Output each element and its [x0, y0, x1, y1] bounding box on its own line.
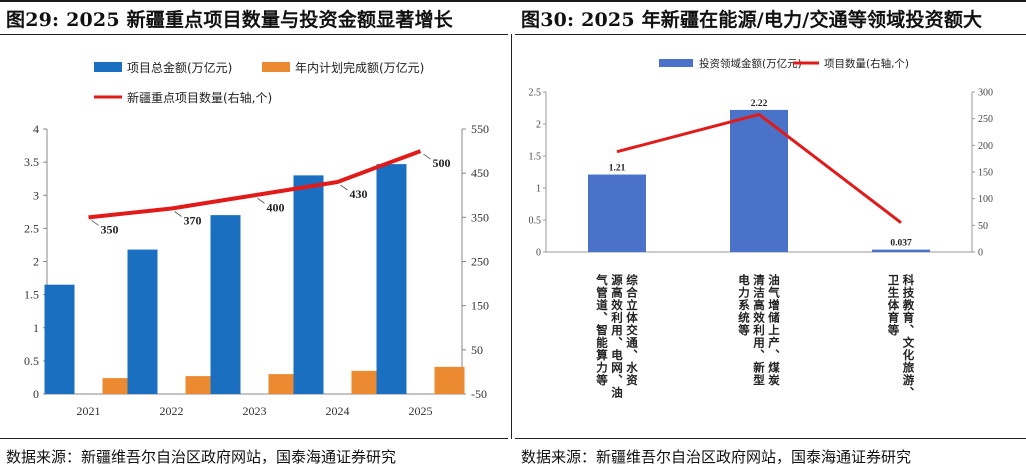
data-label-leader — [340, 184, 348, 191]
x-category-label: 卫生体育等 — [887, 274, 901, 337]
bar-annual-plan — [102, 378, 133, 394]
bar-annual-plan — [434, 366, 465, 394]
x-tick-label: 2023 — [243, 404, 267, 418]
x-tick-label: 2022 — [160, 404, 184, 418]
y2-tick-label: 550 — [471, 122, 489, 136]
y-tick-label: 1 — [536, 184, 541, 195]
line-project-count — [616, 112, 902, 224]
x-tick-label: 2025 — [409, 404, 433, 418]
left-title-rule — [0, 34, 508, 35]
left-figure-title: 图29: 2025 新疆重点项目数量与投资金额显著增长 — [6, 9, 453, 31]
bar-total-investment — [293, 175, 324, 394]
panel-separator — [511, 34, 512, 439]
bar-annual-plan — [351, 370, 382, 394]
y-tick-label: 2 — [536, 120, 541, 131]
x-category-label: 电力系统等 — [737, 273, 751, 336]
legend-label-count: 项目数量(右轴,个) — [824, 57, 909, 70]
bar-annual-plan — [185, 376, 216, 394]
legend-swatch-total — [94, 62, 122, 72]
y-tick-label: 1 — [33, 321, 39, 335]
bar-investment-amount — [588, 174, 646, 252]
y-tick-label: 3 — [33, 188, 39, 202]
x-category-label: 油气增储上产、煤炭 — [767, 273, 781, 386]
data-label-project-count: 350 — [101, 222, 119, 236]
bar-annual-plan — [268, 374, 299, 394]
right-source-note: 数据来源：新疆维吾尔自治区政府网站，国泰海通证券研究 — [521, 448, 912, 466]
legend-label-count: 新疆重点项目数量(右轴,个) — [127, 90, 272, 105]
y-tick-label: 1.5 — [24, 288, 39, 302]
y-tick-label: 2.5 — [24, 221, 39, 235]
bar-investment-amount — [872, 249, 930, 252]
x-category-label: 综合立体交通、水资 — [625, 273, 639, 386]
y-tick-label: 4 — [33, 122, 39, 136]
legend-swatch-amount — [659, 59, 693, 67]
x-category-label: 科技教育、文化旅游、 — [902, 273, 916, 399]
y2-tick-label: 150 — [471, 299, 489, 313]
data-label-project-count: 370 — [184, 214, 202, 228]
y2-tick-label: 100 — [978, 194, 993, 205]
data-label-amount: 2.22 — [751, 99, 768, 109]
right-figure-title: 图30: 2025 年新疆在能源/电力/交通等领域投资额大 — [521, 9, 983, 31]
data-label-project-count: 430 — [350, 187, 368, 201]
y-tick-label: 0.5 — [24, 354, 39, 368]
y2-tick-label: 250 — [471, 255, 489, 269]
x-category-label: 源高效利用、电网、油 — [610, 273, 624, 399]
x-tick-label: 2021 — [77, 404, 101, 418]
bar-total-investment — [210, 215, 241, 394]
left-source-rule — [0, 438, 508, 439]
left-source-note: 数据来源：新疆维吾尔自治区政府网站，国泰海通证券研究 — [6, 448, 397, 466]
data-label-project-count: 500 — [433, 156, 451, 170]
right-chart: 投资领域金额(万亿元) 项目数量(右轴,个) 0 0.5 1 1.5 2 2.5 0 50 100 1… — [529, 57, 994, 399]
y-tick-label: 2 — [33, 255, 39, 269]
x-category-label: 气管道、智能算力等 — [595, 273, 609, 386]
right-source-rule — [515, 438, 1026, 439]
x-category-label: 清洁高效利用、新型 — [752, 273, 766, 386]
y2-tick-label: 150 — [978, 168, 993, 179]
data-label-project-count: 400 — [267, 200, 285, 214]
y-tick-label: 0.5 — [529, 216, 542, 227]
y2-tick-label: -50 — [471, 387, 487, 401]
left-chart: 项目总金额(万亿元) 年内计划完成额(万亿元) 新疆重点项目数量(右轴,个) 0 0.5… — [24, 60, 489, 418]
bar-total-investment — [44, 284, 75, 394]
left-figure-panel: 图29: 2025 新疆重点项目数量与投资金额显著增长 项目总金额(万亿元) 年内… — [0, 0, 508, 470]
y-tick-label: 0 — [33, 387, 39, 401]
y2-tick-label: 50 — [471, 343, 483, 357]
y-tick-label: 3.5 — [24, 155, 39, 169]
y2-tick-label: 200 — [978, 141, 993, 152]
data-label-leader — [257, 197, 265, 204]
x-tick-label: 2024 — [326, 404, 350, 418]
data-label-amount: 1.21 — [609, 164, 626, 174]
y2-tick-label: 350 — [471, 210, 489, 224]
y2-tick-label: 50 — [978, 221, 988, 232]
y2-tick-label: 250 — [978, 114, 993, 125]
y-tick-label: 0 — [536, 248, 541, 259]
data-label-leader — [174, 211, 182, 217]
legend-label-amount: 投资领域金额(万亿元) — [699, 57, 802, 70]
y2-tick-label: 300 — [978, 88, 993, 99]
data-label-amount: 0.037 — [890, 239, 912, 249]
legend-swatch-annual — [262, 62, 290, 72]
data-label-leader — [91, 220, 99, 226]
right-figure-panel: 图30: 2025 年新疆在能源/电力/交通等领域投资额大 投资领域金额(万亿元… — [515, 0, 1026, 470]
bar-total-investment — [127, 249, 158, 394]
y-tick-label: 2.5 — [529, 88, 542, 99]
legend-label-annual: 年内计划完成额(万亿元) — [295, 60, 424, 75]
bar-investment-amount — [730, 109, 788, 252]
y2-tick-label: 450 — [471, 166, 489, 180]
y2-tick-label: 0 — [978, 248, 983, 259]
top-rule — [0, 0, 1026, 2]
data-label-leader — [423, 153, 431, 160]
legend-label-total: 项目总金额(万亿元) — [127, 60, 232, 75]
bar-total-investment — [376, 164, 407, 394]
line-project-count — [88, 149, 422, 220]
right-title-rule — [515, 34, 1026, 35]
y-tick-label: 1.5 — [529, 152, 542, 163]
